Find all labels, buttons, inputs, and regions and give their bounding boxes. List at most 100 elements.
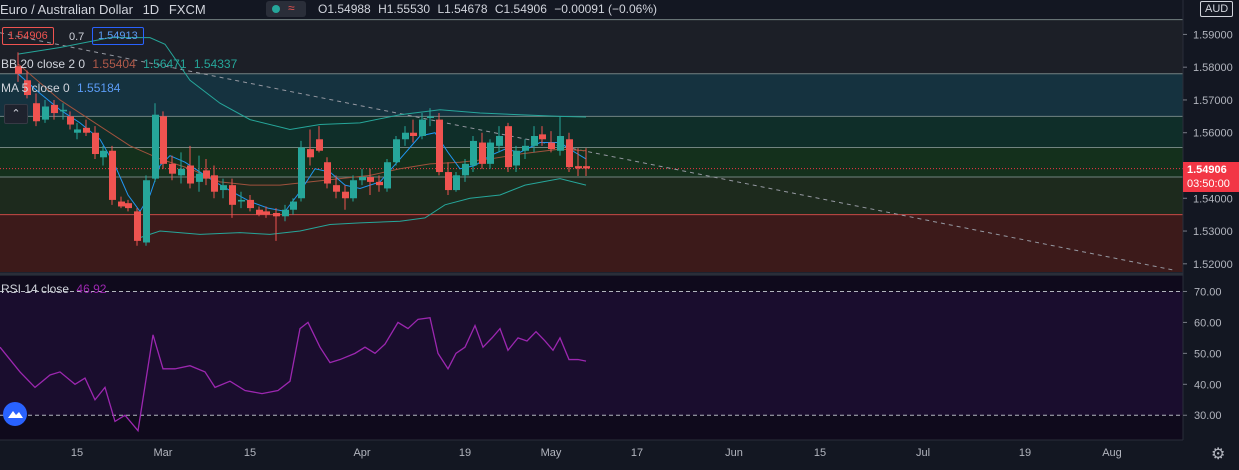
status-toggle[interactable]: ≈ [266, 1, 306, 17]
candle-21 [196, 155, 203, 192]
candle-46 [410, 119, 417, 143]
sell-button[interactable]: 1.54906 [2, 27, 54, 45]
candle-24 [220, 178, 227, 199]
candle-body [333, 185, 340, 192]
candle-body [169, 163, 176, 174]
candle-48 [427, 108, 434, 127]
symbol-name: Euro / Australian Dollar [0, 2, 133, 17]
candle-19 [178, 152, 185, 184]
rsi-label: RSI 14 close [1, 282, 70, 296]
candle-body [419, 119, 426, 136]
rsi-tick-label: 30.00 [1194, 410, 1222, 422]
candle-body [548, 142, 555, 150]
buy-button[interactable]: 1.54913 [92, 27, 144, 45]
time-tick-label: 19 [1019, 447, 1031, 459]
time-tick-label: Jun [725, 447, 743, 459]
candle-12 [118, 196, 125, 209]
candle-60 [531, 126, 538, 153]
current-price-label: 1.54906 03:50:00 [1183, 162, 1239, 192]
spread-value: 0.7 [69, 31, 85, 43]
candle-47 [419, 113, 426, 140]
rsi-band-fill [0, 291, 1183, 416]
candle-body [402, 132, 409, 140]
candle-body [393, 139, 400, 163]
candle-body [256, 209, 263, 215]
time-tick-label: Jul [916, 447, 930, 459]
candle-9 [92, 126, 99, 159]
currency-button[interactable]: AUD [1200, 1, 1234, 17]
candle-7 [74, 122, 81, 140]
candle-57 [505, 122, 512, 173]
time-tick-label: 15 [814, 447, 826, 459]
candle-36 [324, 157, 331, 189]
candle-31 [282, 204, 289, 222]
settings-gear-icon[interactable]: ⚙ [1211, 446, 1226, 463]
zone-2 [0, 116, 1183, 148]
candle-body [247, 199, 254, 209]
candle-body [273, 213, 280, 217]
candle-16 [152, 103, 159, 182]
candle-58 [513, 145, 520, 173]
candle-2 [33, 93, 40, 127]
candle-body [196, 173, 203, 182]
candlesticks [15, 52, 590, 246]
candle-15 [143, 175, 150, 246]
rsi-tick-label: 70.00 [1194, 286, 1222, 298]
bb-value-upper: 1.56471 [143, 57, 187, 71]
candle-63 [557, 116, 564, 156]
price-tick-label: 1.57000 [1193, 95, 1233, 107]
time-tick-label: Aug [1102, 447, 1122, 459]
candle-45 [402, 126, 409, 146]
ma-legend[interactable]: MA 5 close 0 1.55184 [1, 81, 124, 95]
candle-body [513, 150, 520, 166]
time-axis-bg [0, 440, 1183, 470]
candle-body [290, 201, 297, 210]
price-tick-label: 1.52000 [1193, 259, 1233, 271]
candle-38 [342, 185, 349, 210]
candle-body [462, 163, 469, 176]
candle-59 [522, 139, 529, 159]
candle-42 [376, 175, 383, 192]
candle-body [496, 136, 503, 146]
current-price: 1.54906 [1187, 164, 1227, 176]
zone-0 [0, 19, 1183, 74]
candle-22 [203, 158, 210, 186]
candle-body [134, 211, 141, 241]
candle-30 [273, 208, 280, 241]
candle-body [445, 172, 452, 191]
candle-body [583, 166, 590, 169]
candle-body [557, 136, 564, 151]
bb-lower-line [139, 178, 587, 239]
interval[interactable]: 1D [142, 2, 160, 17]
candle-body [427, 116, 434, 118]
candle-body [51, 104, 58, 114]
candle-body [160, 116, 167, 164]
price-tick-label: 1.58000 [1193, 62, 1233, 74]
candle-body [324, 162, 331, 184]
price-tick-label: 1.56000 [1193, 128, 1233, 140]
candle-body [367, 176, 374, 182]
ohlc-open: O1.54988 [318, 2, 371, 16]
bb-legend[interactable]: BB 20 close 2 0 1.55404 1.56471 1.54337 [1, 57, 241, 71]
time-tick-label: 15 [71, 447, 83, 459]
candle-body [487, 142, 494, 164]
candle-0 [15, 52, 22, 82]
time-tick-label: Mar [154, 447, 173, 459]
candle-64 [566, 132, 573, 173]
candle-body [100, 150, 107, 158]
candle-body [152, 114, 159, 179]
candle-body [453, 175, 460, 191]
zone-1 [0, 73, 1183, 117]
bb-value-lower: 1.54337 [193, 57, 238, 71]
rsi-legend[interactable]: RSI 14 close 46.92 [1, 282, 110, 296]
bb-value-basis: 1.55404 [92, 57, 136, 71]
candle-29 [263, 206, 270, 218]
time-tick-label: 17 [631, 447, 643, 459]
collapse-legend-button[interactable]: ⌃ [4, 104, 28, 124]
wave-icon: ≈ [288, 1, 295, 15]
candle-body [350, 180, 357, 199]
candle-body [316, 139, 323, 151]
tradingview-logo[interactable] [3, 402, 27, 426]
candle-body [522, 145, 529, 151]
ohlc-close: C1.54906 [494, 2, 547, 16]
